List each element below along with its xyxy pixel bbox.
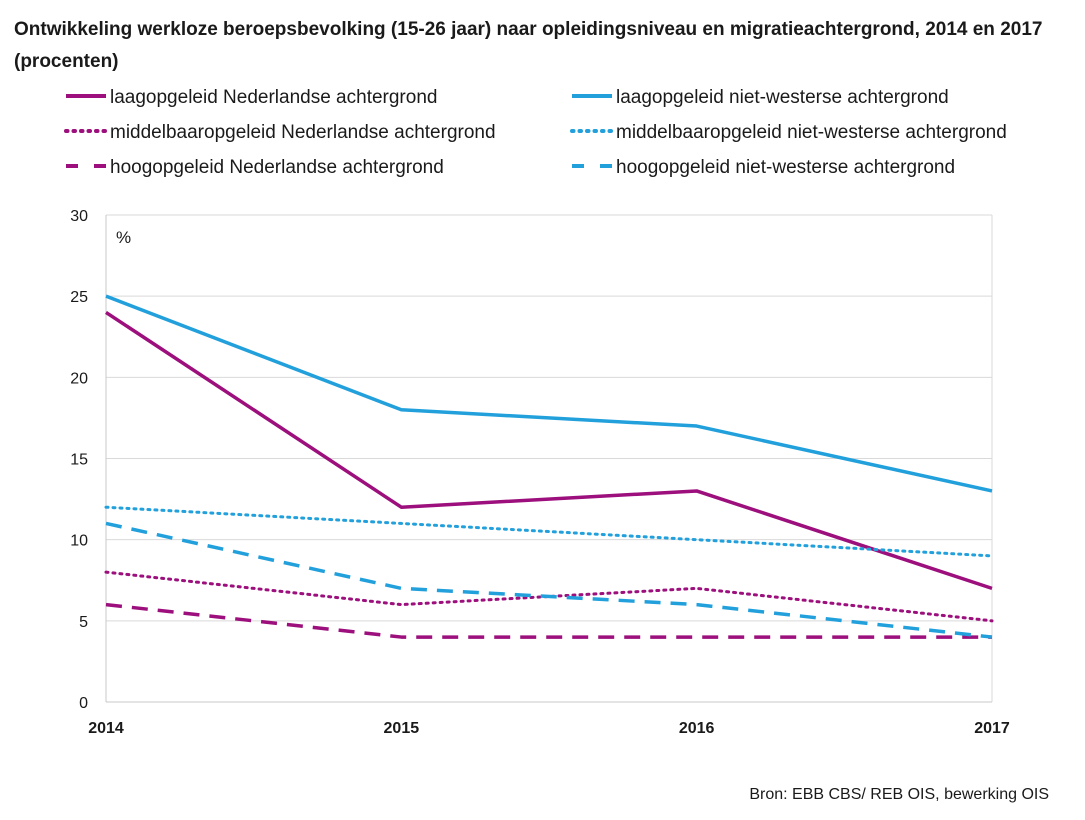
series-line-6 <box>105 521 993 639</box>
series-line-2 <box>105 294 993 493</box>
y-tick-label-20: 20 <box>70 370 88 387</box>
x-tick-label-2014: 2014 <box>88 720 124 737</box>
legend-label-6: hoogopgeleid niet-westerse achtergrond <box>616 157 955 178</box>
source-note: Bron: EBB CBS/ REB OIS, bewerking OIS <box>749 786 1049 803</box>
series-line-3 <box>104 570 994 623</box>
legend-label-1: laagopgeleid Nederlandse achtergrond <box>110 87 437 108</box>
x-tick-labels: 2014 2015 2016 2017 <box>88 720 1010 737</box>
legend: laagopgeleid Nederlandse achtergrond laag… <box>64 87 1007 178</box>
y-tick-labels: 0 5 10 15 20 25 30 <box>70 208 88 712</box>
y-axis-unit-label: % <box>116 228 131 247</box>
x-tick-label-2017: 2017 <box>974 720 1010 737</box>
x-tick-label-2016: 2016 <box>679 720 715 737</box>
x-tick-label-2015: 2015 <box>384 720 420 737</box>
series-line-4 <box>104 505 994 558</box>
legend-label-2: laagopgeleid niet-westerse achtergrond <box>616 87 949 108</box>
y-tick-label-30: 30 <box>70 208 88 225</box>
y-tick-label-25: 25 <box>70 289 88 306</box>
y-tick-label-0: 0 <box>79 695 88 712</box>
series-lines <box>104 294 994 639</box>
chart-title: Ontwikkeling werkloze beroepsbevolking (… <box>14 19 1043 72</box>
legend-label-5: hoogopgeleid Nederlandse achtergrond <box>110 157 444 178</box>
y-tick-label-10: 10 <box>70 533 88 550</box>
legend-label-4: middelbaaropgeleid niet-westerse achterg… <box>616 122 1007 143</box>
series-line-1 <box>105 310 993 591</box>
series-line-5 <box>105 602 992 639</box>
y-tick-label-15: 15 <box>70 452 88 469</box>
legend-label-3: middelbaaropgeleid Nederlandse achtergro… <box>110 122 496 143</box>
y-tick-label-5: 5 <box>79 614 88 631</box>
